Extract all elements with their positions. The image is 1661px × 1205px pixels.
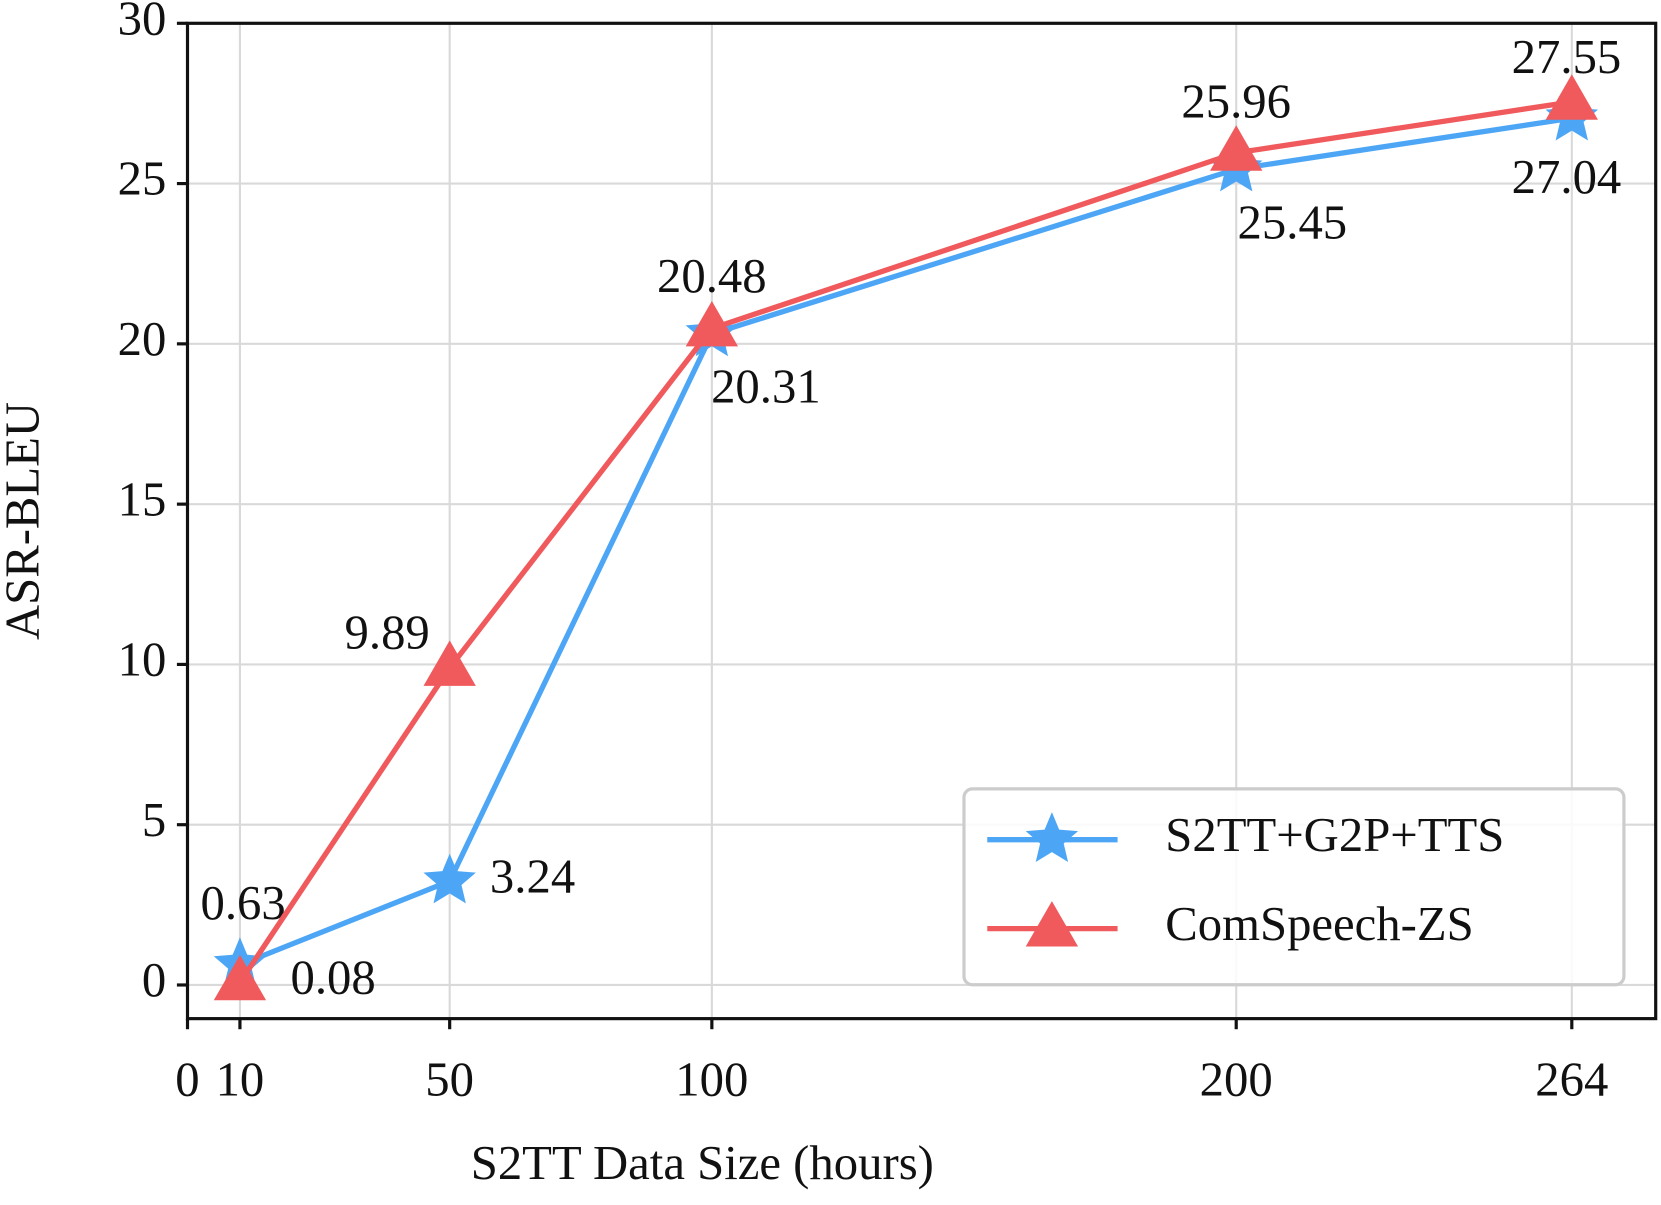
x-tick-label: 100 bbox=[675, 1052, 748, 1106]
y-tick-label: 0 bbox=[142, 953, 166, 1007]
legend-box bbox=[962, 787, 1626, 987]
marker bbox=[685, 300, 739, 347]
marker bbox=[1025, 812, 1079, 862]
plot-frame bbox=[185, 21, 1658, 1021]
data-label: 20.48 bbox=[657, 249, 767, 303]
data-label: 27.55 bbox=[1512, 30, 1622, 84]
data-label: 0.08 bbox=[291, 951, 376, 1005]
y-tick-label: 15 bbox=[118, 472, 167, 526]
marker bbox=[1210, 125, 1263, 171]
x-tick-label: 0 bbox=[175, 1052, 199, 1106]
marker bbox=[423, 853, 476, 904]
data-label: 20.31 bbox=[711, 359, 821, 413]
legend-label: S2TT+G2P+TTS bbox=[1165, 808, 1504, 862]
x-tick-label: 50 bbox=[425, 1052, 474, 1106]
y-tick-label: 30 bbox=[118, 0, 167, 45]
y-tick-label: 25 bbox=[118, 152, 167, 206]
y-tick-label: 20 bbox=[118, 312, 167, 366]
legend: S2TT+G2P+TTS ComSpeech-ZS bbox=[962, 787, 1626, 987]
marker bbox=[1025, 901, 1079, 947]
data-label: 0.63 bbox=[200, 876, 285, 930]
data-label: 3.24 bbox=[490, 849, 575, 903]
data-label: 25.96 bbox=[1181, 74, 1291, 128]
data-label: 9.89 bbox=[345, 605, 430, 659]
marker bbox=[423, 640, 476, 686]
x-tick-label: 200 bbox=[1200, 1052, 1273, 1106]
data-label: 25.45 bbox=[1238, 196, 1348, 250]
x-tick-label: 264 bbox=[1535, 1052, 1608, 1106]
x-axis-label: S2TT Data Size (hours) bbox=[471, 1136, 934, 1190]
x-tick-label: 10 bbox=[216, 1052, 265, 1106]
marker bbox=[1545, 74, 1598, 120]
marker bbox=[213, 954, 267, 1001]
legend-label: ComSpeech-ZS bbox=[1165, 897, 1473, 951]
y-tick-label: 5 bbox=[142, 793, 166, 847]
y-axis-label: ASR-BLEU bbox=[0, 402, 50, 640]
y-tick-label: 10 bbox=[118, 633, 167, 687]
data-label: 27.04 bbox=[1512, 150, 1622, 204]
